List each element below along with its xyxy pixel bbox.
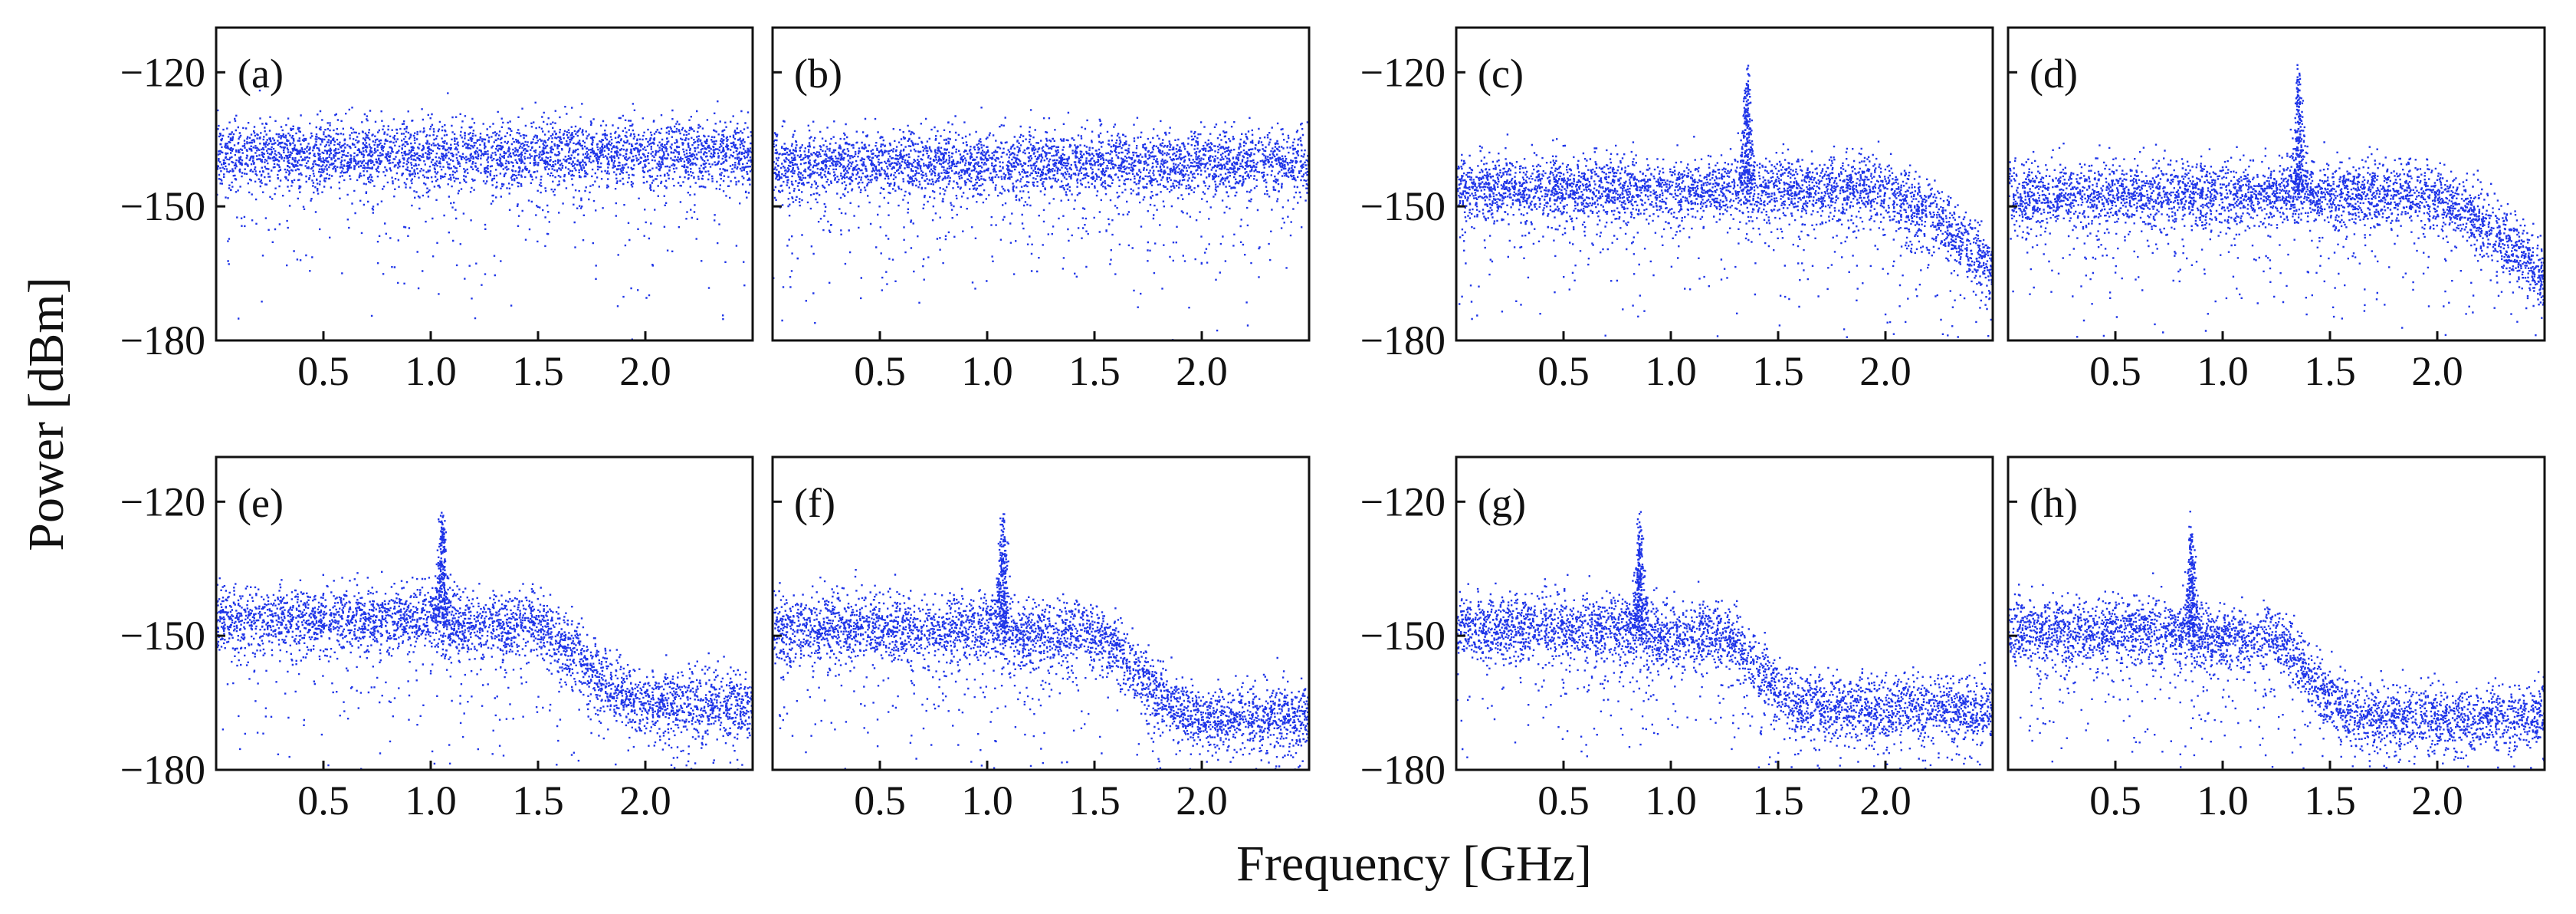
- scatter-marks-d: [2008, 64, 2545, 338]
- panel-g: 0.5 1.0 1.5 2.0 −120 −150 −180 (g): [1360, 455, 1994, 824]
- y-tick-label: −180: [120, 747, 205, 793]
- series-points-d: [2008, 64, 2545, 338]
- panel-e: 0.5 1.0 1.5 2.0 −120 −150 −180 (e): [120, 455, 754, 824]
- plot-frame: [771, 26, 1311, 342]
- panel-label: (g): [1478, 480, 1526, 526]
- series-points-b: [773, 107, 1309, 340]
- panel-f: 0.5 1.0 1.5 2.0 (f): [771, 455, 1311, 824]
- panel-label: (c): [1478, 51, 1524, 97]
- panel-label: (f): [794, 480, 835, 526]
- x-tick-label: 0.5: [2089, 348, 2141, 394]
- series-points-g: [1456, 511, 1993, 770]
- panel-d: 0.5 1.0 1.5 2.0 (d): [2007, 26, 2546, 394]
- y-tick-label: −150: [1360, 613, 1446, 659]
- series-points-f: [773, 513, 1309, 770]
- scatter-marks-g: [1456, 511, 1993, 770]
- x-tick-label: 0.5: [297, 778, 349, 824]
- y-axis-title: Power [dBm]: [18, 277, 74, 551]
- plot-frame: [215, 455, 754, 771]
- plot-frame: [2007, 455, 2546, 771]
- x-tick-label: 0.5: [297, 348, 349, 394]
- panel-a: 0.5 1.0 1.5 2.0 −120 −150 −180 (a): [120, 26, 754, 394]
- plot-frame: [1455, 26, 1994, 342]
- x-tick-label: 2.0: [1176, 778, 1228, 824]
- panel-b: 0.5 1.0 1.5 2.0 (b): [771, 26, 1311, 394]
- y-tick-label: −180: [1360, 317, 1446, 363]
- x-tick-label: 2.0: [1859, 778, 1911, 824]
- x-tick-label: 1.5: [1752, 778, 1804, 824]
- x-tick-label: 1.5: [2304, 348, 2356, 394]
- y-tick-label: −120: [1360, 49, 1446, 95]
- y-tick-label: −150: [120, 613, 205, 659]
- x-tick-label: 1.5: [1068, 348, 1121, 394]
- scatter-marks-a: [216, 89, 753, 340]
- plot-frame: [771, 455, 1311, 771]
- panel-label: (d): [2030, 51, 2078, 97]
- x-tick-label: 1.5: [512, 778, 564, 824]
- x-tick-label: 0.5: [854, 778, 906, 824]
- panel-label: (h): [2030, 480, 2078, 526]
- x-tick-label: 1.0: [2197, 778, 2249, 824]
- x-tick-label: 1.5: [512, 348, 564, 394]
- x-tick-label: 1.5: [2304, 778, 2356, 824]
- scatter-marks-e: [216, 511, 753, 770]
- x-tick-label: 1.0: [2197, 348, 2249, 394]
- plot-frame: [1455, 455, 1994, 771]
- series-points-e: [216, 511, 753, 770]
- x-tick-label: 2.0: [2411, 348, 2463, 394]
- x-tick-label: 0.5: [854, 348, 906, 394]
- x-tick-label: 2.0: [1176, 348, 1228, 394]
- scatter-marks-b: [773, 107, 1309, 340]
- x-tick-label: 2.0: [2411, 778, 2463, 824]
- x-tick-label: 1.5: [1068, 778, 1121, 824]
- x-tick-label: 2.0: [1859, 348, 1911, 394]
- panel-label: (a): [238, 51, 284, 97]
- panels-group: 0.5 1.0 1.5 2.0 −120 −150 −180 (a) 0.5 1.0 1.5 2.0 (…: [120, 26, 2546, 824]
- y-tick-label: −180: [120, 317, 205, 363]
- x-tick-label: 0.5: [1537, 348, 1590, 394]
- y-tick-label: −150: [1360, 183, 1446, 229]
- panel-label: (e): [238, 480, 284, 526]
- y-tick-label: −120: [120, 49, 205, 95]
- series-points-a: [216, 89, 753, 340]
- series-points-h: [2008, 511, 2545, 770]
- x-tick-label: 1.0: [961, 348, 1013, 394]
- scatter-marks-f: [773, 513, 1309, 770]
- x-tick-label: 2.0: [619, 348, 671, 394]
- scatter-marks-h: [2008, 511, 2545, 770]
- x-tick-label: 1.0: [961, 778, 1013, 824]
- panel-label: (b): [794, 51, 842, 97]
- y-tick-label: −150: [120, 183, 205, 229]
- plot-frame: [2007, 26, 2546, 342]
- y-tick-label: −180: [1360, 747, 1446, 793]
- y-tick-label: −120: [120, 478, 205, 524]
- x-tick-label: 1.0: [1645, 348, 1697, 394]
- plot-frame: [215, 26, 754, 342]
- panel-c: 0.5 1.0 1.5 2.0 −120 −150 −180 (c): [1360, 26, 1994, 394]
- x-tick-label: 1.0: [405, 348, 457, 394]
- x-tick-label: 0.5: [1537, 778, 1590, 824]
- y-tick-label: −120: [1360, 478, 1446, 524]
- x-tick-label: 1.0: [405, 778, 457, 824]
- x-tick-label: 0.5: [2089, 778, 2141, 824]
- x-tick-label: 1.0: [1645, 778, 1697, 824]
- x-axis-title: Frequency [GHz]: [1236, 836, 1592, 892]
- x-tick-label: 2.0: [619, 778, 671, 824]
- x-tick-label: 1.5: [1752, 348, 1804, 394]
- panel-h: 0.5 1.0 1.5 2.0 (h): [2007, 455, 2546, 824]
